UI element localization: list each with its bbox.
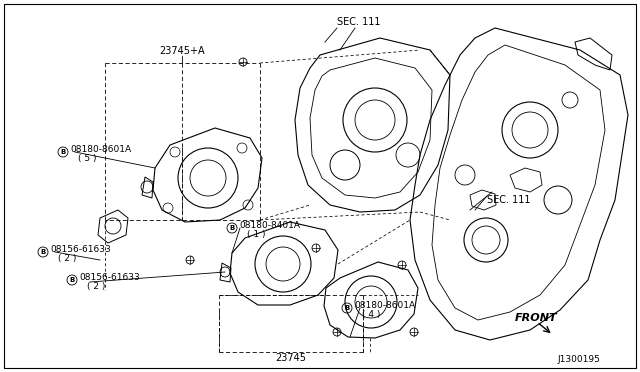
Text: ( 1 ): ( 1 ) <box>247 230 266 238</box>
Text: J1300195: J1300195 <box>557 356 600 365</box>
Text: SEC. 111: SEC. 111 <box>337 17 381 27</box>
Text: FRONT: FRONT <box>515 313 557 323</box>
Text: 08156-61633: 08156-61633 <box>79 273 140 282</box>
Text: B: B <box>40 249 45 255</box>
Text: 23745: 23745 <box>275 353 307 363</box>
Text: B: B <box>60 149 66 155</box>
Text: 08180-8401A: 08180-8401A <box>239 221 300 230</box>
Polygon shape <box>230 222 338 305</box>
Text: ( 5 ): ( 5 ) <box>78 154 97 163</box>
Text: B: B <box>69 277 75 283</box>
Text: B: B <box>229 225 235 231</box>
Text: 23745+A: 23745+A <box>159 46 205 56</box>
Text: 08156-61633: 08156-61633 <box>50 244 111 253</box>
Text: 08180-8601A: 08180-8601A <box>70 144 131 154</box>
Text: 08180-8601A: 08180-8601A <box>354 301 415 310</box>
Text: ( 2 ): ( 2 ) <box>87 282 106 291</box>
Text: B: B <box>344 305 349 311</box>
Polygon shape <box>324 262 418 338</box>
Polygon shape <box>153 128 262 222</box>
Text: ( 4 ): ( 4 ) <box>362 310 380 318</box>
Text: ( 2 ): ( 2 ) <box>58 253 76 263</box>
Text: SEC. 111: SEC. 111 <box>487 195 531 205</box>
